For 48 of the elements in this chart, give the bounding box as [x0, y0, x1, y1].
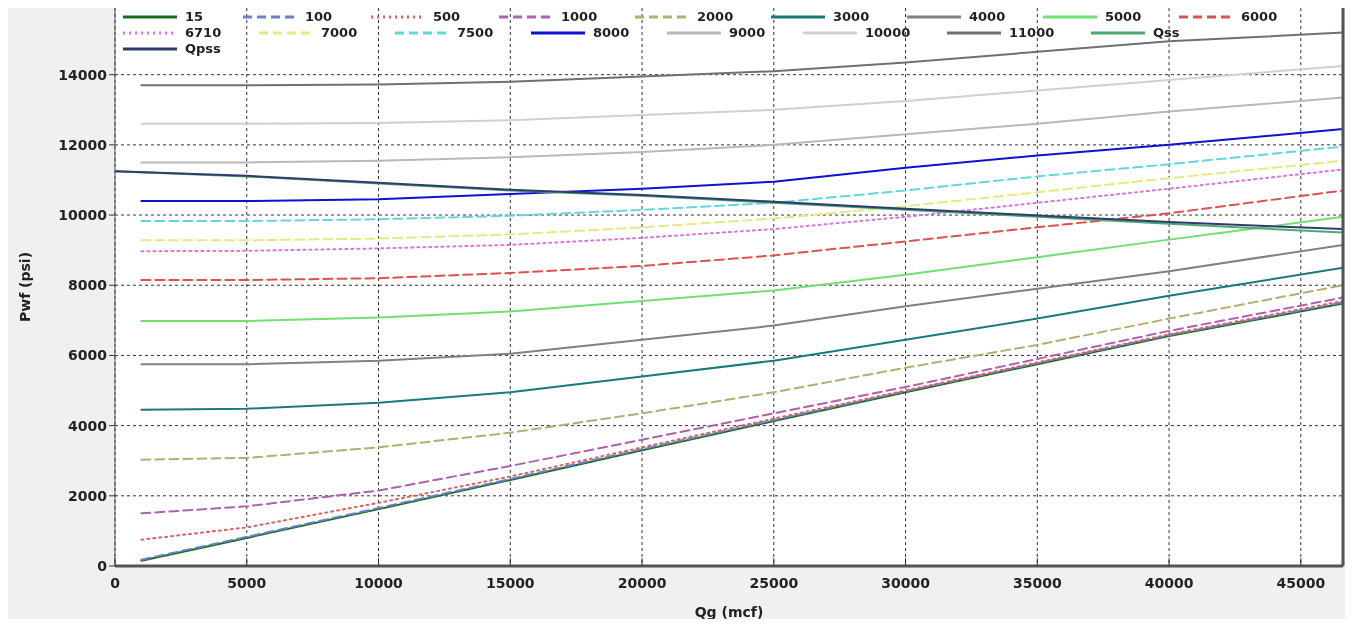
- line-series: [140, 243, 1343, 366]
- legend-label: 7500: [457, 25, 494, 40]
- x-tick-label: 5000: [227, 575, 267, 591]
- line-series: [140, 284, 1343, 461]
- x-tick-label: 40000: [1144, 575, 1194, 591]
- line-series: [140, 64, 1343, 125]
- x-tick-label: 25000: [749, 575, 799, 591]
- y-tick-label: 10000: [58, 207, 108, 224]
- line-series: [140, 266, 1343, 411]
- y-tick-label: 0: [97, 558, 108, 574]
- legend-label: 4000: [969, 9, 1006, 24]
- y-axis-title: Pwf (psi): [17, 251, 33, 323]
- line-series: [140, 159, 1343, 242]
- x-tick-label: 15000: [485, 575, 535, 591]
- legend-label: 500: [433, 9, 461, 24]
- legend-label: 100: [305, 9, 333, 24]
- legend-label: 11000: [1009, 25, 1055, 40]
- line-series: [140, 215, 1343, 323]
- legend-label: 8000: [593, 25, 630, 40]
- legend-label: 3000: [833, 9, 870, 24]
- legend-label: 5000: [1105, 9, 1142, 24]
- legend-label: 9000: [729, 25, 766, 40]
- legend-label: 15: [185, 9, 204, 24]
- x-tick-label: 45000: [1276, 575, 1326, 591]
- x-tick-label: 0: [110, 575, 121, 591]
- line-series: [140, 145, 1343, 223]
- legend-label: 6710: [185, 25, 222, 40]
- legend-label: Qss: [1153, 25, 1180, 40]
- x-tick-label: 30000: [881, 575, 931, 591]
- y-tick-label: 2000: [68, 487, 108, 504]
- line-series: [140, 96, 1343, 164]
- legend-label: Qpss: [185, 41, 222, 56]
- y-tick-label: 6000: [68, 347, 108, 364]
- line-series: [140, 128, 1343, 203]
- legend-label: 10000: [865, 25, 911, 40]
- x-tick-label: 10000: [354, 575, 404, 591]
- legend-label: 6000: [1241, 9, 1278, 24]
- legend-label: 7000: [321, 25, 358, 40]
- x-tick-label: 35000: [1012, 575, 1062, 591]
- legend-label: 2000: [697, 9, 734, 24]
- legend-label: 1000: [561, 9, 598, 24]
- y-tick-label: 8000: [68, 277, 108, 294]
- y-tick-label: 14000: [58, 66, 108, 83]
- y-tick-label: 4000: [68, 417, 108, 434]
- line-series: [140, 168, 1343, 253]
- x-tick-label: 20000: [617, 575, 667, 591]
- line-series: [140, 189, 1343, 281]
- y-tick-label: 12000: [58, 136, 108, 153]
